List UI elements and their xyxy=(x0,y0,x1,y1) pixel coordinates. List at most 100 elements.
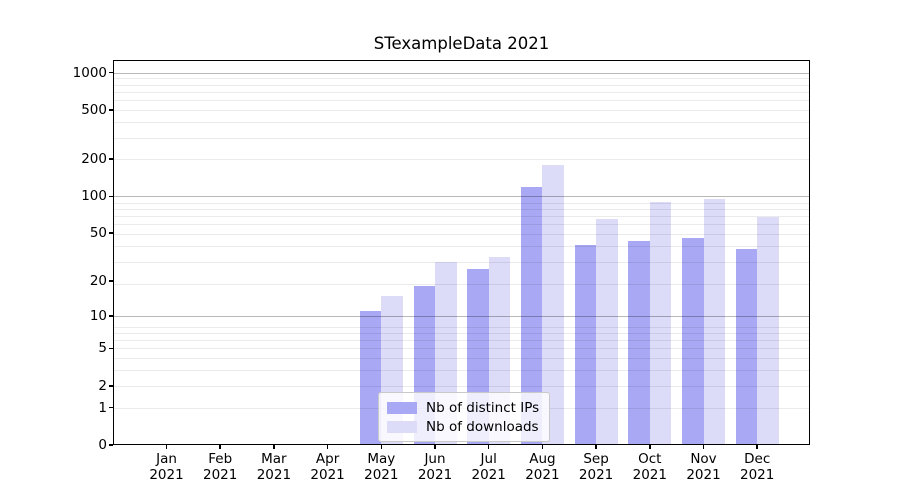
x-tick-year: 2021 xyxy=(740,466,775,483)
x-tick-label: Dec 2021 xyxy=(712,451,802,483)
x-tick-month: Mar xyxy=(261,451,287,467)
bar-ips-aug xyxy=(520,187,543,445)
gridline-minor xyxy=(113,137,810,139)
gridline-minor xyxy=(113,208,810,210)
x-tick-mark xyxy=(273,445,275,449)
x-tick-month: Aug xyxy=(529,451,556,467)
x-tick-mark xyxy=(487,445,490,449)
gridline-minor xyxy=(113,224,810,226)
x-tick-month: Nov xyxy=(690,451,717,467)
bar-downloads-aug xyxy=(542,165,564,445)
x-tick-mark xyxy=(595,445,597,449)
x-tick-label: Oct 2021 xyxy=(605,451,695,483)
x-tick-mark xyxy=(380,445,383,449)
x-tick-mark xyxy=(219,445,221,449)
y-tick-label: 0 xyxy=(98,437,107,453)
x-tick-mark xyxy=(326,445,329,449)
legend: Nb of distinct IPs Nb of downloads xyxy=(378,392,551,442)
x-tick-label: Sep 2021 xyxy=(551,451,641,483)
x-tick-month: Feb xyxy=(208,451,233,467)
x-tick-mark xyxy=(434,445,436,449)
x-tick-month: May xyxy=(367,451,396,467)
bar-downloads-sep xyxy=(596,219,618,445)
bar-ips-nov xyxy=(682,237,704,445)
x-tick-year: 2021 xyxy=(310,466,345,483)
x-tick-label: Mar 2021 xyxy=(229,451,319,483)
bar-downloads-dec xyxy=(757,216,779,445)
y-tick-label: 50 xyxy=(89,225,107,242)
y-tick-mark xyxy=(109,406,113,409)
gridline-minor xyxy=(113,110,810,112)
x-tick-month: Jun xyxy=(424,451,446,467)
bar-downloads-nov xyxy=(703,199,725,445)
x-tick-mark xyxy=(541,445,544,449)
x-tick-label: May 2021 xyxy=(336,451,426,483)
gridline-minor xyxy=(113,159,810,161)
y-tick-label: 1000 xyxy=(72,64,107,81)
y-tick-mark xyxy=(109,444,113,446)
x-tick-year: 2021 xyxy=(632,466,667,483)
y-tick-label: 10 xyxy=(89,307,107,324)
y-tick-label: 100 xyxy=(81,188,107,205)
x-tick-year: 2021 xyxy=(525,466,560,483)
x-tick-year: 2021 xyxy=(203,466,238,483)
y-tick-mark xyxy=(109,315,113,317)
legend-swatch-downloads xyxy=(387,420,417,433)
gridline-major xyxy=(113,196,810,198)
legend-item-distinct-ips: Nb of distinct IPs xyxy=(387,398,539,417)
gridline-minor xyxy=(113,283,810,285)
x-tick-month: Apr xyxy=(315,451,340,467)
y-tick-mark xyxy=(109,280,113,282)
gridline-minor xyxy=(113,78,810,80)
chart-title: STexampleData 2021 xyxy=(373,34,550,53)
y-tick-label: 5 xyxy=(98,340,107,357)
y-tick-mark xyxy=(109,158,113,160)
gridline-minor xyxy=(113,84,810,86)
gridline-minor xyxy=(113,370,810,372)
gridline-major xyxy=(113,315,810,317)
gridline-minor xyxy=(113,202,810,204)
bar-ips-sep xyxy=(574,244,597,445)
gridline-minor xyxy=(113,332,810,334)
x-tick-mark xyxy=(649,445,651,449)
y-tick-mark xyxy=(109,385,113,387)
x-tick-month: Jul xyxy=(480,451,497,467)
y-tick-mark xyxy=(109,195,113,198)
x-tick-month: Sep xyxy=(583,451,609,467)
x-tick-month: Dec xyxy=(744,451,771,467)
legend-swatch-distinct-ips xyxy=(387,401,417,414)
gridline-minor xyxy=(113,358,810,360)
x-tick-year: 2021 xyxy=(364,466,399,483)
y-tick-mark xyxy=(109,232,113,234)
legend-label-distinct-ips: Nb of distinct IPs xyxy=(426,399,540,416)
bar-ips-may xyxy=(359,311,382,445)
x-tick-year: 2021 xyxy=(471,466,506,483)
gridline-minor xyxy=(113,91,810,93)
y-tick-mark xyxy=(109,71,113,74)
y-tick-label: 1 xyxy=(98,399,107,416)
x-tick-label: Jan 2021 xyxy=(122,451,212,483)
x-tick-year: 2021 xyxy=(417,466,453,483)
x-tick-label: Jun 2021 xyxy=(390,451,480,483)
x-tick-label: Feb 2021 xyxy=(175,451,265,483)
x-tick-label: Apr 2021 xyxy=(283,451,373,483)
y-tick-label: 20 xyxy=(89,272,107,289)
y-tick-label: 500 xyxy=(81,102,107,118)
x-tick-label: Jul 2021 xyxy=(444,451,534,483)
x-tick-label: Nov 2021 xyxy=(659,451,749,483)
x-tick-year: 2021 xyxy=(686,466,721,483)
bar-downloads-oct xyxy=(649,201,672,445)
gridline-minor xyxy=(113,326,810,328)
gridline-minor xyxy=(113,216,810,218)
gridline-major xyxy=(113,72,810,74)
x-tick-mark xyxy=(702,445,705,449)
y-tick-label: 200 xyxy=(81,151,107,168)
gridline-minor xyxy=(113,340,810,342)
gridline-minor xyxy=(113,100,810,102)
gridline-minor xyxy=(113,246,810,248)
gridline-minor xyxy=(113,122,810,124)
gridline-minor xyxy=(113,234,810,236)
gridline-minor xyxy=(113,261,810,263)
gridline-minor xyxy=(113,385,810,387)
